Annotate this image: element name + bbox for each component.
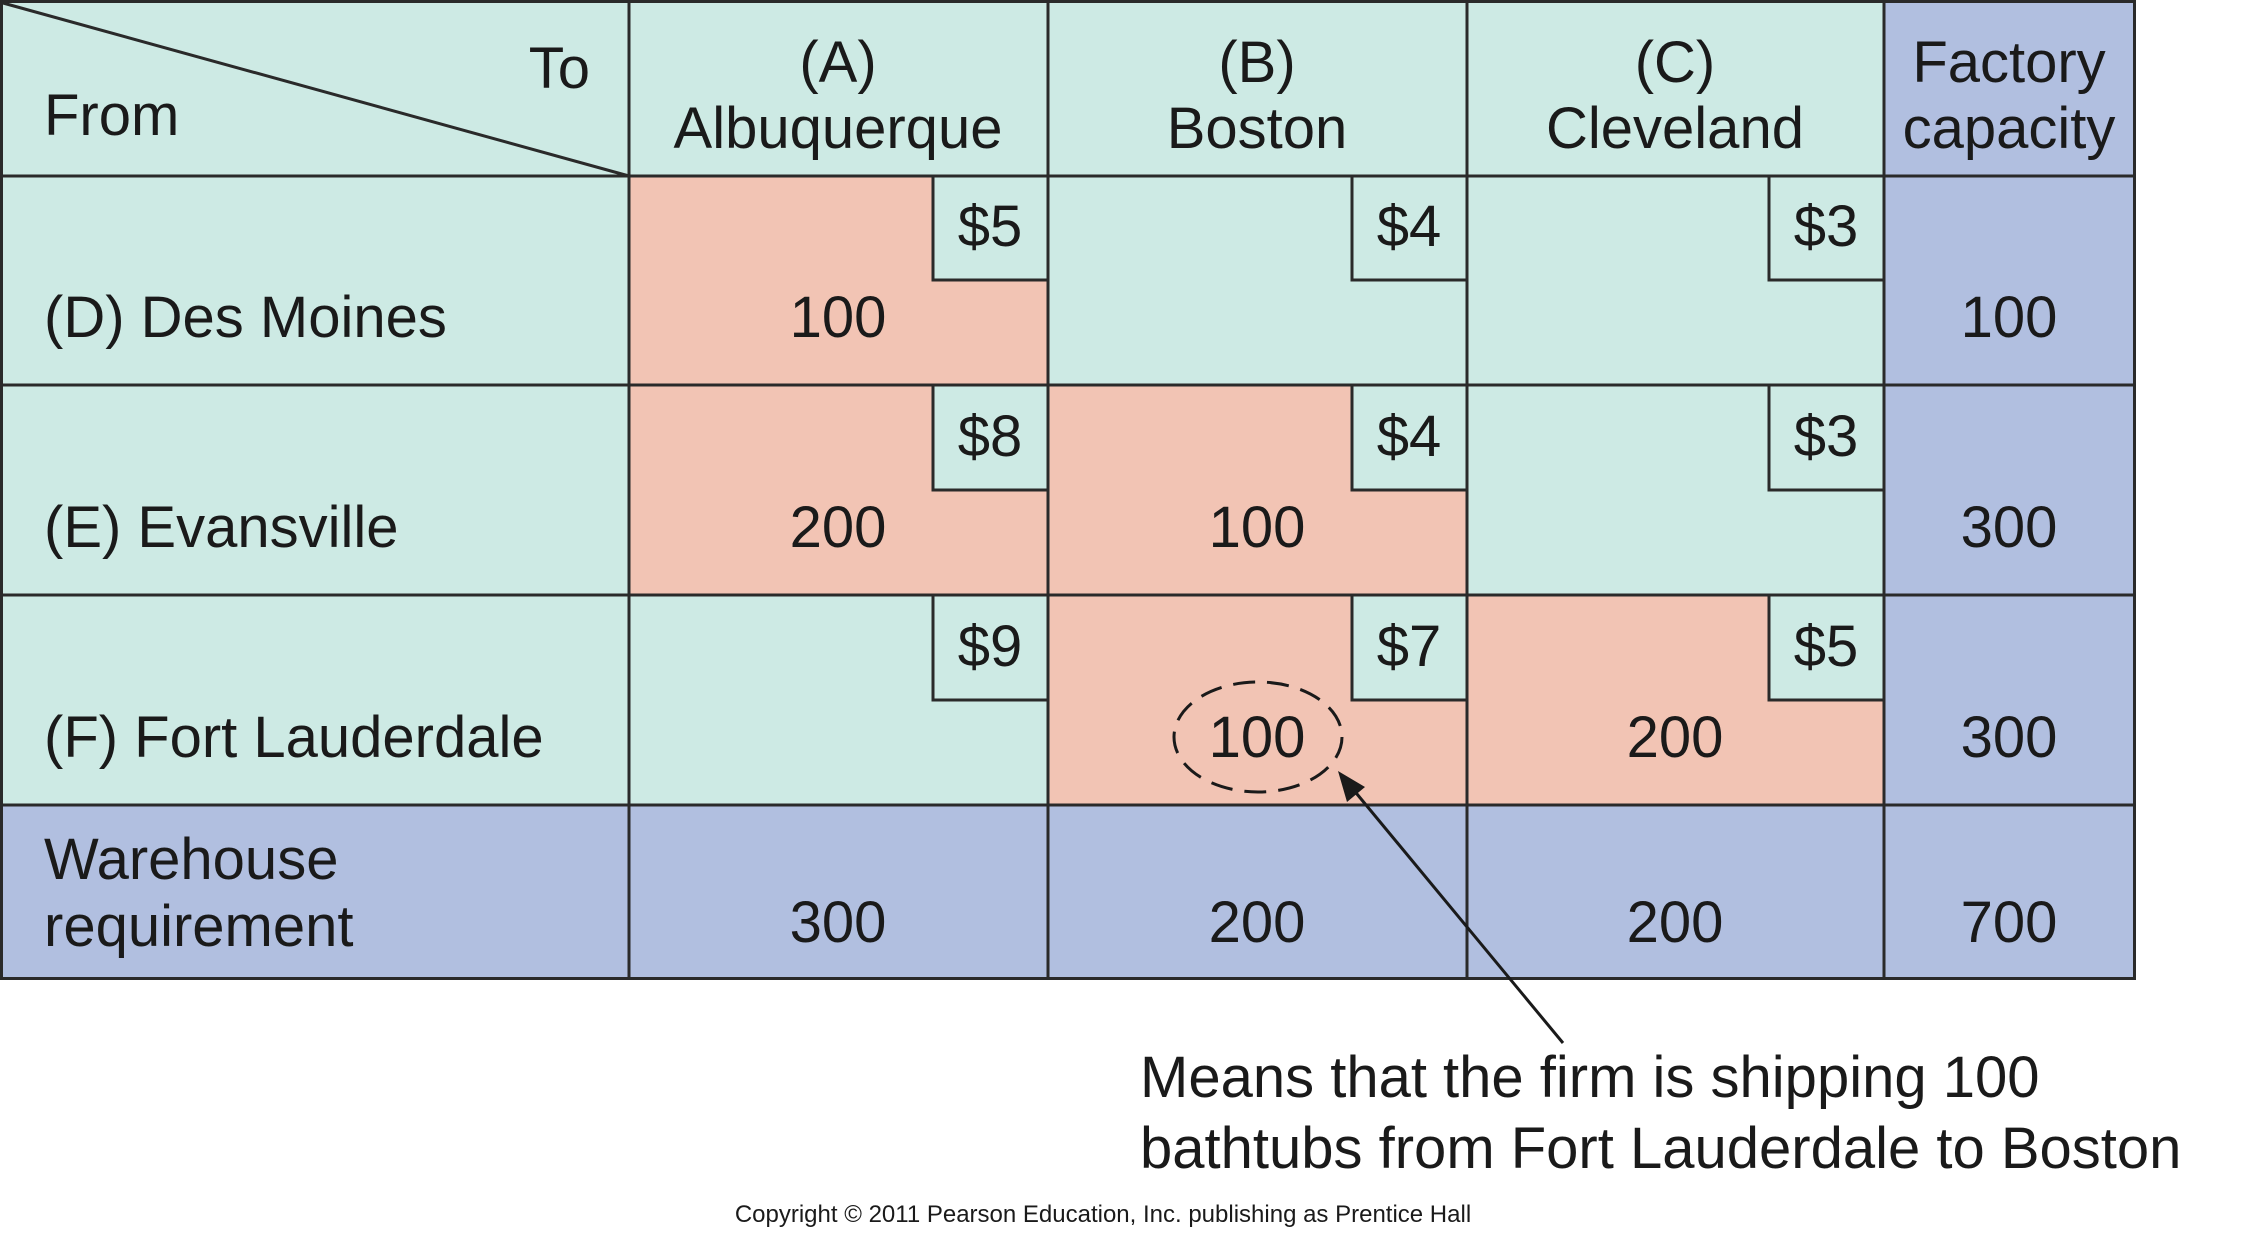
requirement-cell-c — [1467, 805, 1884, 979]
row-label-d: (D) Des Moines — [44, 285, 447, 350]
cost-d-c: $3 — [1794, 194, 1859, 259]
capacity-cell-d — [1884, 176, 2134, 385]
cost-f-a: $9 — [958, 614, 1023, 679]
requirement-cell-b — [1048, 805, 1467, 979]
qty-f-c: 200 — [1627, 705, 1724, 770]
qty-f-b: 100 — [1209, 705, 1306, 770]
requirement-total: 700 — [1961, 890, 2058, 955]
requirement-b: 200 — [1209, 890, 1306, 955]
dest-header-cell-c — [1467, 3, 1884, 176]
requirement-label-cell — [3, 805, 629, 979]
capacity-cell-e — [1884, 385, 2134, 595]
requirement-a: 300 — [790, 890, 887, 955]
cost-box-f-c — [1769, 595, 1884, 700]
cost-e-a: $8 — [958, 404, 1023, 469]
cost-box-d-b — [1352, 176, 1467, 280]
cost-d-a: $5 — [958, 194, 1023, 259]
capacity-f: 300 — [1961, 705, 2058, 770]
grid-lines — [0, 0, 2136, 980]
requirement-label-line2: requirement — [44, 894, 353, 959]
dest-code-c: (C) — [1635, 30, 1716, 95]
capacity-d: 100 — [1961, 285, 2058, 350]
cost-box-d-a — [933, 176, 1048, 280]
copyright-text: Copyright © 2011 Pearson Education, Inc.… — [735, 1201, 1471, 1228]
cost-box-f-b — [1352, 595, 1467, 700]
cost-box-e-b — [1352, 385, 1467, 490]
qty-e-a: 200 — [790, 495, 887, 560]
requirement-cell-a — [629, 805, 1048, 979]
dest-code-b: (B) — [1218, 30, 1295, 95]
cost-box-d-c — [1769, 176, 1884, 280]
highlight-circle — [1172, 680, 1344, 794]
cost-e-b: $4 — [1377, 404, 1442, 469]
annotation-line1: Means that the firm is shipping 100 — [1140, 1045, 2039, 1110]
capacity-header-line2: capacity — [1903, 96, 2116, 161]
cost-box-e-c — [1769, 385, 1884, 490]
annotation-line2: bathtubs from Fort Lauderdale to Boston — [1140, 1116, 2181, 1181]
row-label-cell-d — [3, 176, 629, 385]
cost-box-e-a — [933, 385, 1048, 490]
annotation-arrow — [1338, 771, 1565, 1044]
dest-name-a: Albuquerque — [674, 96, 1003, 161]
cost-d-b: $4 — [1377, 194, 1442, 259]
cost-f-c: $5 — [1794, 614, 1859, 679]
requirement-c: 200 — [1627, 890, 1724, 955]
qty-e-b: 100 — [1209, 495, 1306, 560]
row-label-e: (E) Evansville — [44, 495, 399, 560]
dest-header-cell-a — [629, 3, 1048, 176]
dest-code-a: (A) — [799, 30, 876, 95]
capacity-header-cell — [1884, 3, 2134, 176]
cost-box-f-a — [933, 595, 1048, 700]
corner-diagonal — [2, 1, 630, 178]
capacity-cell-f — [1884, 595, 2134, 805]
capacity-e: 300 — [1961, 495, 2058, 560]
row-label-cell-e — [3, 385, 629, 595]
cost-f-b: $7 — [1377, 614, 1442, 679]
capacity-header-line1: Factory — [1912, 30, 2105, 95]
from-label: From — [44, 83, 179, 148]
cost-e-c: $3 — [1794, 404, 1859, 469]
requirement-label-line1: Warehouse — [44, 827, 338, 892]
dest-name-b: Boston — [1167, 96, 1348, 161]
qty-d-a: 100 — [790, 285, 887, 350]
dest-name-c: Cleveland — [1546, 96, 1804, 161]
row-label-f: (F) Fort Lauderdale — [44, 705, 544, 770]
row-label-cell-f — [3, 595, 629, 805]
requirement-total-cell — [1884, 805, 2134, 979]
to-label: To — [529, 36, 590, 101]
dest-header-cell-b — [1048, 3, 1467, 176]
